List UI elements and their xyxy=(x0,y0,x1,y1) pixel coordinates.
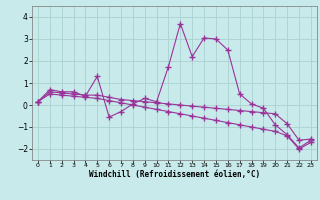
X-axis label: Windchill (Refroidissement éolien,°C): Windchill (Refroidissement éolien,°C) xyxy=(89,170,260,179)
